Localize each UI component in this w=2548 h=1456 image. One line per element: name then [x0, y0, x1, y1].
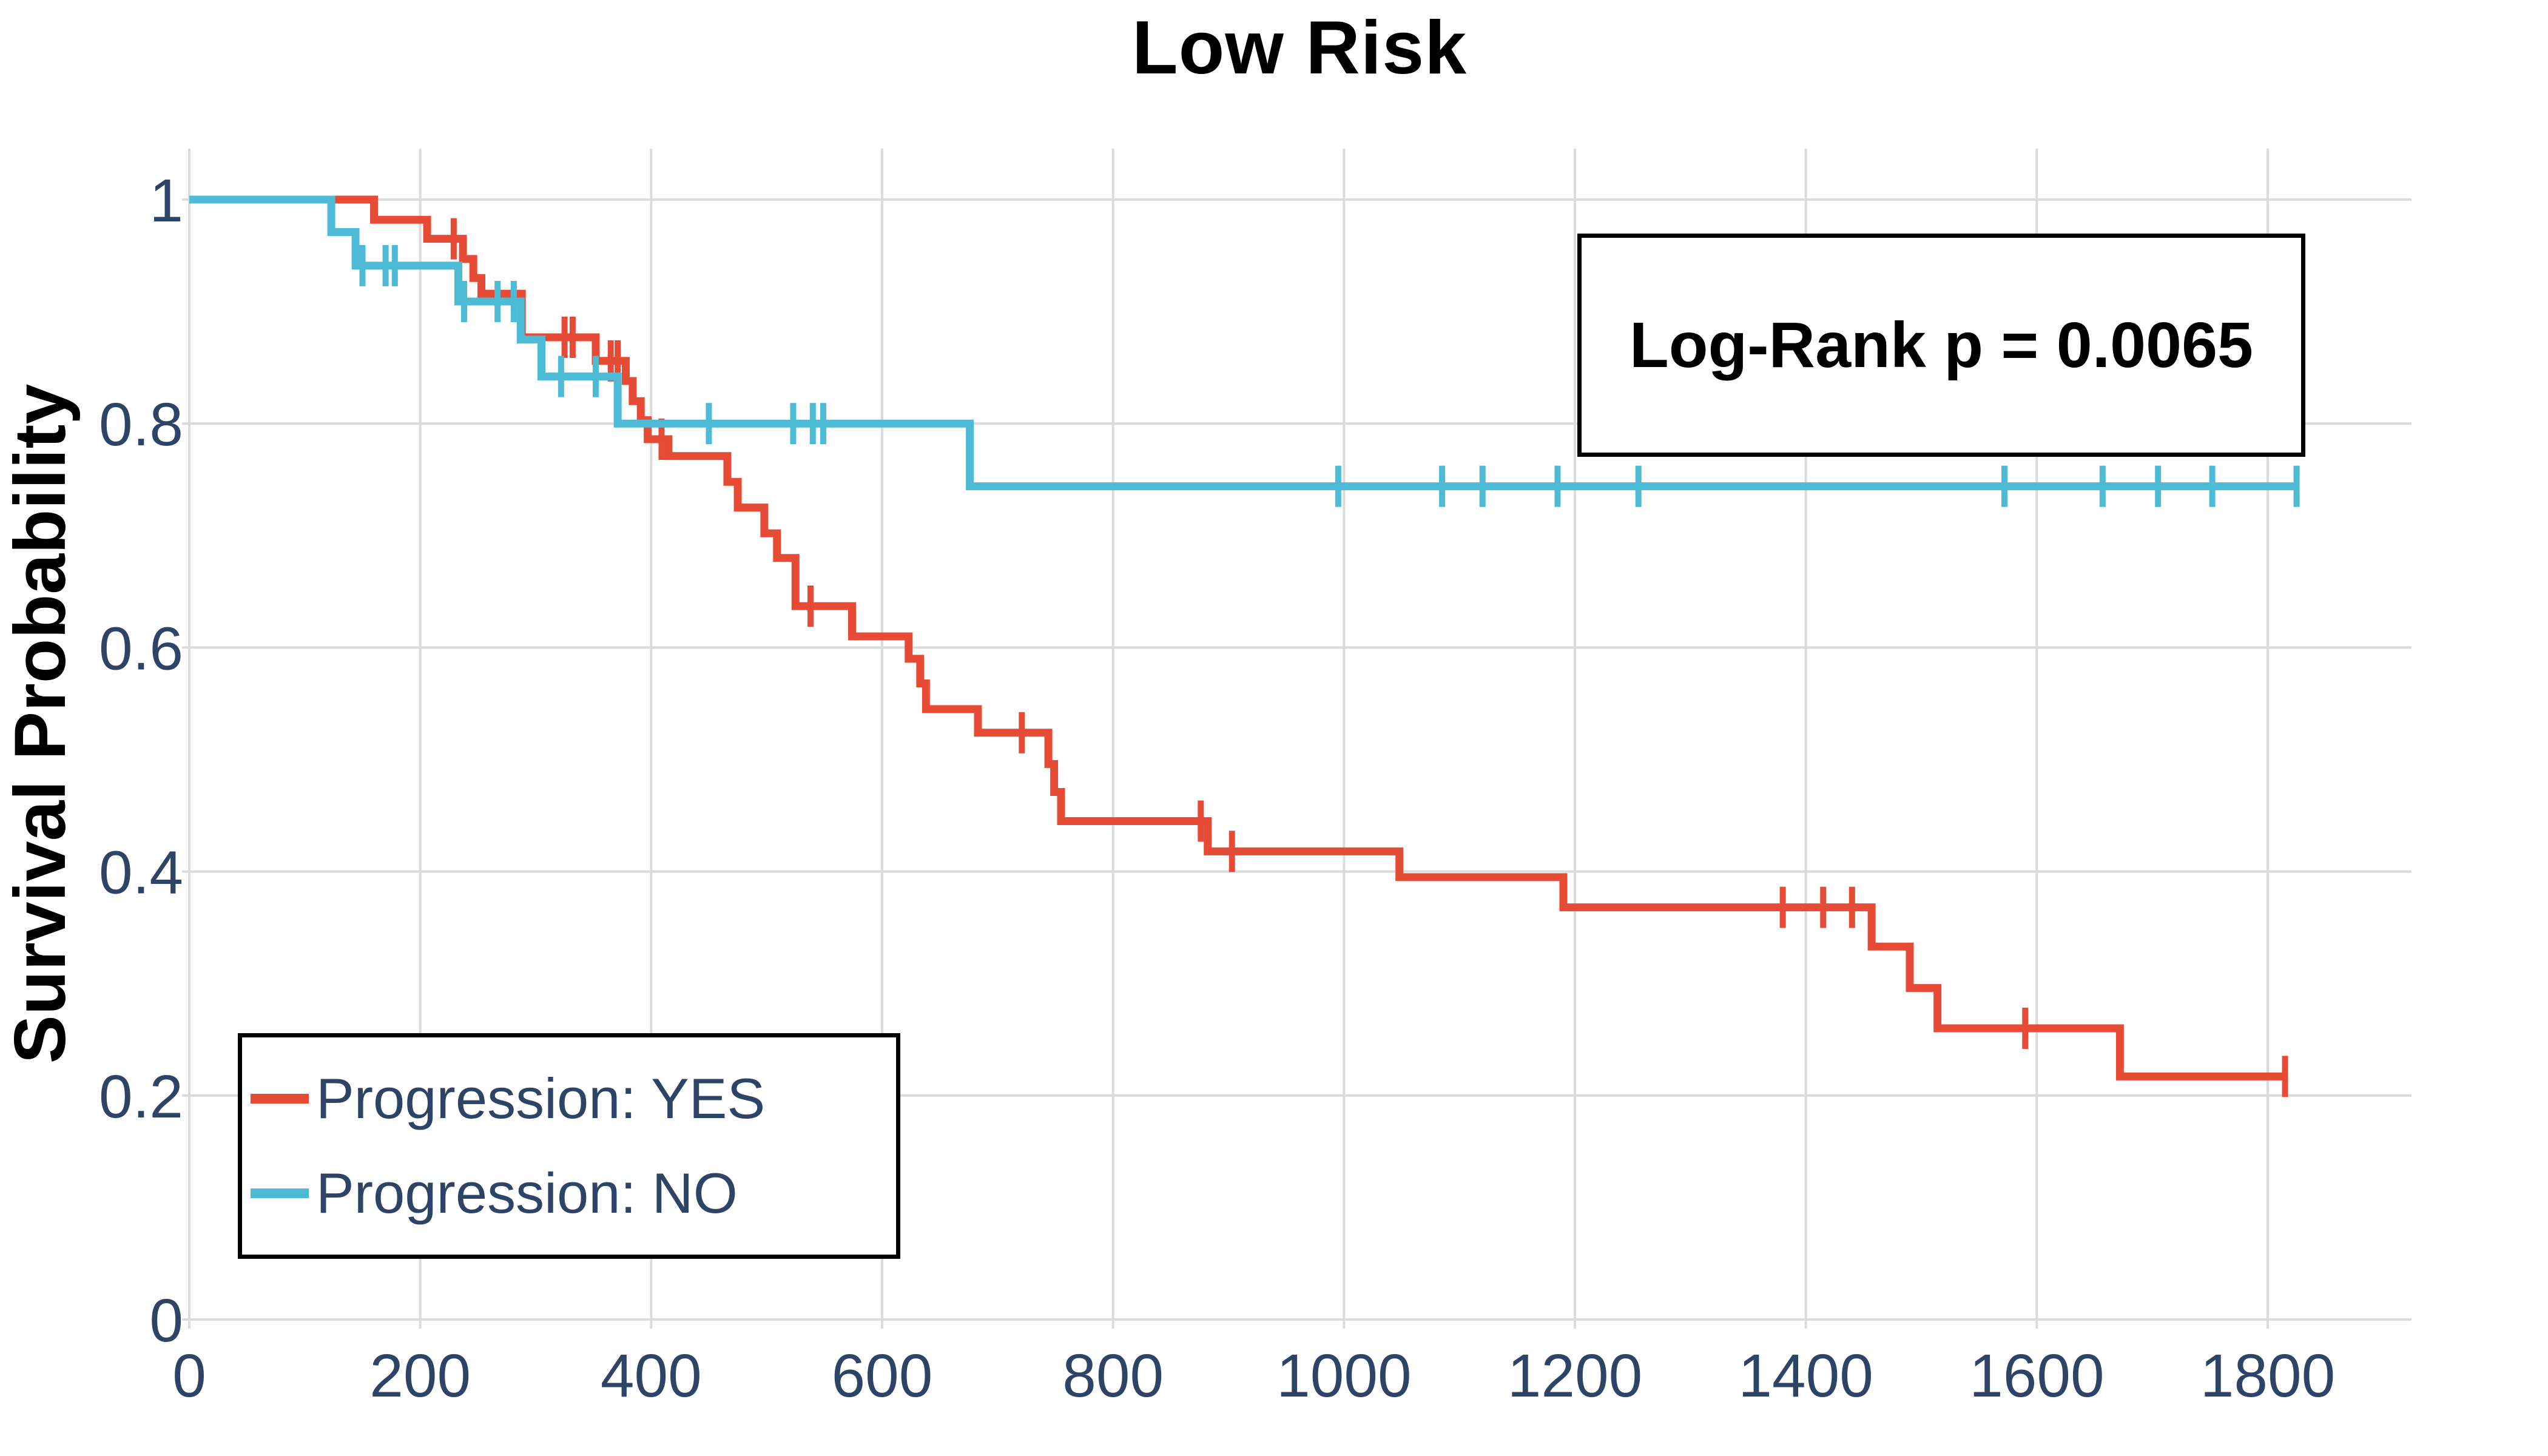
log-rank-pvalue-box: Log-Rank p = 0.0065: [1577, 234, 2305, 457]
y-tick-label: 1: [149, 167, 183, 235]
x-tick-label: 1800: [2200, 1342, 2335, 1410]
x-tick-label: 1600: [1969, 1342, 2104, 1410]
y-tick-label: 0.2: [99, 1063, 183, 1131]
legend-label-yes: Progression: YES: [316, 1067, 766, 1131]
y-tick-label: 0.6: [99, 615, 183, 682]
x-tick-label: 800: [1062, 1342, 1164, 1410]
legend-item-progression-yes: Progression: YES: [242, 1066, 896, 1131]
legend-swatch-yes: [251, 1094, 309, 1104]
legend: Progression: YES Progression: NO: [238, 1033, 900, 1259]
x-tick-label: 1000: [1276, 1342, 1411, 1410]
legend-swatch-no: [251, 1188, 309, 1198]
y-tick-label: 0: [149, 1287, 183, 1355]
x-tick-label: 200: [369, 1342, 471, 1410]
x-tick-label: 400: [601, 1342, 702, 1410]
x-tick-label: 1200: [1508, 1342, 1642, 1410]
y-axis-title: Survival Probability: [0, 383, 81, 1064]
x-tick-label: 600: [832, 1342, 933, 1410]
x-tick-label: 0: [172, 1342, 206, 1410]
legend-item-progression-no: Progression: NO: [242, 1161, 896, 1226]
legend-label-no: Progression: NO: [316, 1161, 738, 1225]
y-tick-label: 0.4: [99, 839, 183, 907]
chart-title: Low Risk: [1131, 6, 1468, 90]
x-tick-label: 1400: [1738, 1342, 1873, 1410]
y-tick-label: 0.8: [99, 391, 183, 459]
